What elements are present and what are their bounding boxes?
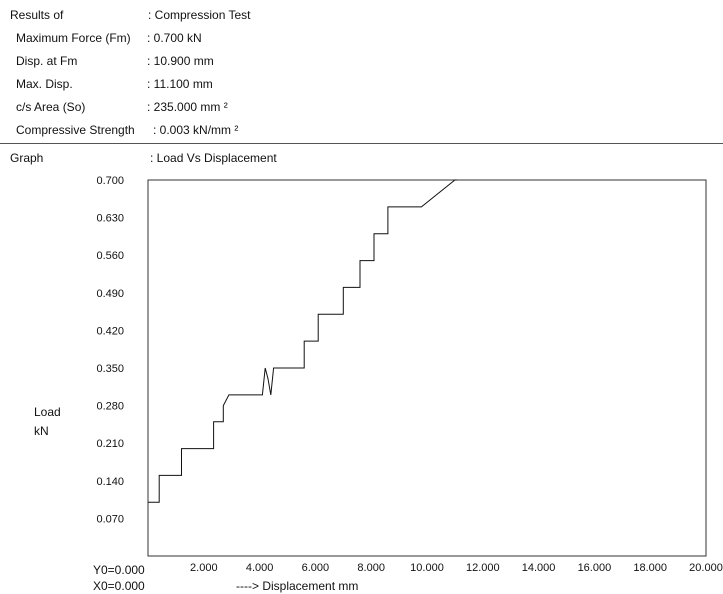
x-tick-label: 4.000 xyxy=(246,562,274,574)
max-force-value: : 0.700 kN xyxy=(147,31,202,45)
x-tick-label: 6.000 xyxy=(302,562,330,574)
x-tick-label: 12.000 xyxy=(466,562,500,574)
y-tick-label: 0.490 xyxy=(96,288,124,300)
series-group xyxy=(148,179,458,503)
y-tick-label: 0.070 xyxy=(96,513,124,525)
y-tick-label: 0.210 xyxy=(96,438,124,450)
max-force-label: Maximum Force (Fm) xyxy=(16,31,131,45)
cs-area-label: c/s Area (So) xyxy=(16,100,86,114)
y-tick-label: 0.630 xyxy=(96,213,124,225)
y-tick-label: 0.700 xyxy=(96,175,124,187)
y-tick-label: 0.420 xyxy=(96,325,124,337)
y0-label: Y0=0.000 xyxy=(93,563,145,577)
x-axis-label: ----> Displacement mm xyxy=(236,579,359,593)
x-tick-labels: 2.000 4.000 6.000 8.000 10.000 12.000 14.000 16… xyxy=(190,562,723,574)
y-axis-label-line1: Load xyxy=(34,405,61,419)
y-tick-label: 0.280 xyxy=(96,401,124,413)
max-disp-label: Max. Disp. xyxy=(16,77,73,91)
x-tick-label: 10.000 xyxy=(410,562,444,574)
x-tick-label: 14.000 xyxy=(522,562,556,574)
compressive-strength-value: : 0.003 kN/mm ² xyxy=(153,123,239,137)
graph-label: Graph xyxy=(10,151,44,165)
results-of-label: Results of xyxy=(10,8,64,22)
x-tick-label: 16.000 xyxy=(578,562,612,574)
x0-label: X0=0.000 xyxy=(93,579,145,593)
x-tick-label: 8.000 xyxy=(357,562,385,574)
y-tick-label: 0.140 xyxy=(96,476,124,488)
max-disp-value: : 11.100 mm xyxy=(147,77,213,91)
plot-frame xyxy=(147,179,707,557)
results-of-value: : Compression Test xyxy=(148,8,251,22)
section-divider xyxy=(0,143,723,144)
graph-title: : Load Vs Displacement xyxy=(150,151,277,165)
x-tick-label: 20.000 xyxy=(689,562,723,574)
y-tick-labels: 0.070 0.140 0.210 0.280 0.350 0.420 0.490 0.560… xyxy=(96,175,124,525)
cs-area-value: : 235.000 mm ² xyxy=(147,100,228,114)
x-tick-label: 18.000 xyxy=(633,562,667,574)
disp-at-fm-label: Disp. at Fm xyxy=(16,54,78,68)
disp-at-fm-value: : 10.900 mm xyxy=(147,54,214,68)
load-displacement-line xyxy=(148,179,458,503)
compressive-strength-label: Compressive Strength xyxy=(16,123,135,137)
plot-area-border xyxy=(147,179,707,557)
y-tick-label: 0.350 xyxy=(96,363,124,375)
x-tick-label: 2.000 xyxy=(190,562,218,574)
y-tick-label: 0.560 xyxy=(96,250,124,262)
y-axis-label-line2: kN xyxy=(34,424,49,438)
